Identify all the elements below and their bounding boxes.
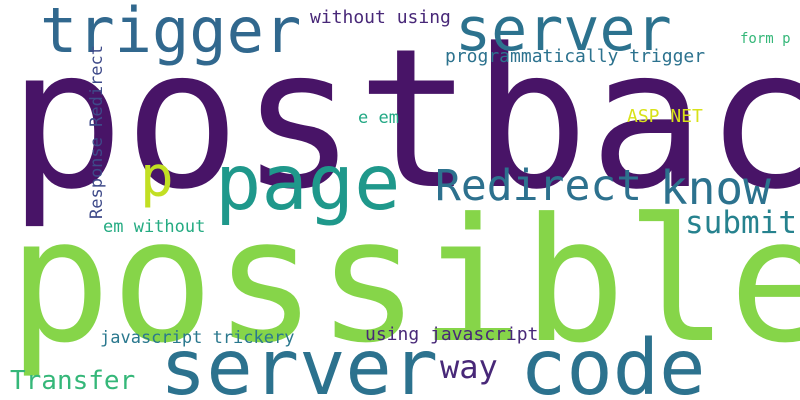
- word-redirect: Redirect: [435, 165, 642, 208]
- word-p: p: [140, 150, 174, 206]
- word-submit: submit: [685, 208, 797, 239]
- word-e-em: e em: [358, 110, 399, 127]
- word-code: code: [520, 330, 705, 400]
- word-em-without: em without: [103, 219, 205, 236]
- word-javascript-trickery: javascript trickery: [100, 330, 294, 347]
- word-without-using: without using: [310, 9, 451, 27]
- word-form-p: form p: [740, 32, 791, 46]
- word-page: page: [215, 145, 400, 222]
- word-transfer: Transfer: [10, 368, 135, 394]
- word-programmatically-trigger: programmatically trigger: [445, 48, 705, 66]
- word-trigger: trigger: [40, 0, 301, 62]
- word-asp-net: ASP NET: [627, 108, 703, 126]
- word-way: way: [440, 351, 498, 383]
- word-response-redirect: Response Redirect: [89, 45, 106, 219]
- word-using-javascript: using javascript: [365, 326, 538, 344]
